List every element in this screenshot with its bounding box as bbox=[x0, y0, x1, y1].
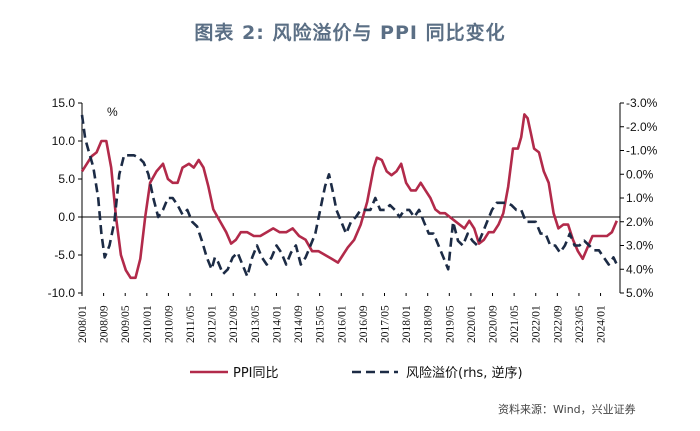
x-tick-label: 2014/09 bbox=[293, 305, 305, 343]
x-tick-label: 2014/01 bbox=[271, 305, 283, 343]
x-tick-label: 2010/01 bbox=[142, 305, 154, 343]
left-tick-label: 5.0 bbox=[58, 172, 75, 186]
x-tick-label: 2016/01 bbox=[336, 305, 348, 343]
x-tick-label: 2019/05 bbox=[444, 305, 456, 343]
x-tick-label: 2008/09 bbox=[99, 305, 111, 343]
x-tick-label: 2020/01 bbox=[466, 305, 478, 343]
right-tick-label: 3.0% bbox=[626, 239, 654, 253]
right-tick-label: -2.0% bbox=[626, 120, 658, 134]
x-tick-label: 2013/05 bbox=[250, 305, 262, 343]
x-tick-label: 2012/01 bbox=[207, 305, 219, 343]
unit-label: % bbox=[107, 105, 118, 119]
right-tick-label: 4.0% bbox=[626, 262, 654, 276]
x-tick-label: 2011/05 bbox=[185, 305, 197, 343]
left-tick-label: -10.0 bbox=[48, 286, 76, 300]
left-tick-label: 0.0 bbox=[58, 210, 75, 224]
x-tick-label: 2022/01 bbox=[531, 305, 543, 343]
x-tick-label: 2017/05 bbox=[379, 305, 391, 343]
left-tick-label: -5.0 bbox=[54, 248, 75, 262]
x-tick-label: 2021/05 bbox=[509, 305, 521, 343]
left-tick-label: 10.0 bbox=[52, 134, 76, 148]
x-tick-label: 2008/01 bbox=[77, 305, 89, 343]
x-tick-label: 2010/09 bbox=[163, 305, 175, 343]
x-tick-label: 2012/09 bbox=[228, 305, 240, 343]
risk-premium-series-line bbox=[80, 114, 618, 278]
right-tick-label: 0.0% bbox=[626, 167, 654, 181]
x-tick-label: 2022/09 bbox=[552, 305, 564, 343]
right-tick-label: -3.0% bbox=[626, 96, 658, 110]
left-tick-label: 15.0 bbox=[52, 96, 76, 110]
x-tick-label: 2020/09 bbox=[488, 305, 500, 343]
x-tick-label: 2023/05 bbox=[574, 305, 586, 343]
right-tick-label: 5.0% bbox=[626, 286, 654, 300]
legend-risk-label: 风险溢价(rhs, 逆序) bbox=[406, 365, 523, 381]
x-tick-label: 2018/09 bbox=[423, 305, 435, 343]
x-tick-label: 2024/01 bbox=[596, 305, 608, 343]
source-note: 资料来源：Wind，兴业证券 bbox=[498, 403, 636, 416]
right-tick-label: -1.0% bbox=[626, 144, 658, 158]
chart-title: 图表 2: 风险溢价与 PPI 同比变化 bbox=[194, 22, 506, 44]
ppi-series-line bbox=[80, 113, 618, 280]
legend-ppi-label: PPI同比 bbox=[233, 366, 279, 381]
x-tick-label: 2009/05 bbox=[120, 305, 132, 343]
right-tick-label: 1.0% bbox=[626, 191, 654, 205]
right-tick-label: 2.0% bbox=[626, 215, 654, 229]
x-tick-label: 2015/05 bbox=[315, 305, 327, 343]
x-tick-label: 2016/09 bbox=[358, 305, 370, 343]
x-tick-label: 2018/01 bbox=[401, 305, 413, 343]
